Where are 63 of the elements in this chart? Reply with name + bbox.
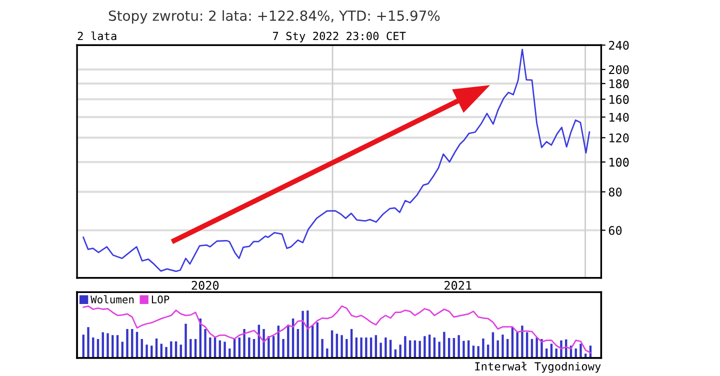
bar [365, 338, 368, 358]
bar [536, 338, 538, 358]
bar [560, 340, 562, 358]
legend-label: LOP [152, 296, 170, 304]
bar [477, 346, 480, 358]
y-tick-label: 100 [610, 158, 629, 167]
bar [321, 338, 324, 358]
y-tick-label: 240 [609, 40, 629, 50]
bar [458, 335, 460, 358]
bar [521, 326, 524, 358]
bar [248, 338, 250, 358]
bar [404, 336, 406, 358]
x-tick-label: 2020 [192, 280, 219, 290]
y-tick-label: 160 [610, 95, 629, 104]
bar [555, 348, 558, 358]
bar [540, 338, 543, 358]
bar [574, 348, 577, 358]
bar [346, 338, 348, 358]
y-tick-label: 120 [610, 133, 629, 142]
bar [340, 335, 343, 358]
bar [482, 338, 484, 358]
bar [282, 338, 284, 358]
bar [418, 340, 421, 358]
bar [462, 340, 465, 358]
bar [228, 348, 231, 358]
y-tick-label: 140 [610, 112, 629, 122]
bar [516, 332, 518, 358]
bar [424, 336, 426, 358]
chart-title: Stopy zwrotu: 2 lata: +122.84%, YTD: +15.97% [108, 10, 440, 24]
chart-subtitle: 2 lata [78, 32, 116, 40]
text: 7 Sty 2022 23:00 CET [272, 32, 406, 42]
x-tick-label: 2021 [444, 280, 472, 290]
bar [496, 340, 499, 358]
line-series [82, 48, 590, 272]
bar [399, 344, 402, 358]
bar [204, 328, 206, 358]
text: Interwał Tygodniowy [475, 362, 601, 373]
y-tick-label: 60 [608, 226, 622, 235]
bar [302, 310, 304, 358]
y-tick-label: 180 [610, 79, 629, 88]
bar [443, 332, 446, 358]
bar [224, 342, 226, 358]
bar [87, 327, 90, 358]
bar [380, 342, 382, 358]
bar [306, 310, 309, 358]
y-tick-label: 80 [608, 188, 622, 197]
bar [502, 334, 504, 358]
legend-label: Wolumen [90, 295, 134, 304]
bar [580, 344, 582, 358]
bar [165, 347, 168, 358]
bar [146, 344, 148, 358]
bar [326, 348, 328, 358]
bar [262, 328, 265, 358]
bar [360, 338, 362, 358]
bar [438, 342, 440, 358]
bar [268, 336, 270, 358]
bar [106, 333, 109, 358]
bar [126, 328, 128, 358]
bar [184, 324, 187, 358]
bar [243, 328, 246, 358]
bar [384, 338, 387, 358]
bar [287, 324, 290, 358]
y-tick-label: 200 [609, 65, 629, 74]
